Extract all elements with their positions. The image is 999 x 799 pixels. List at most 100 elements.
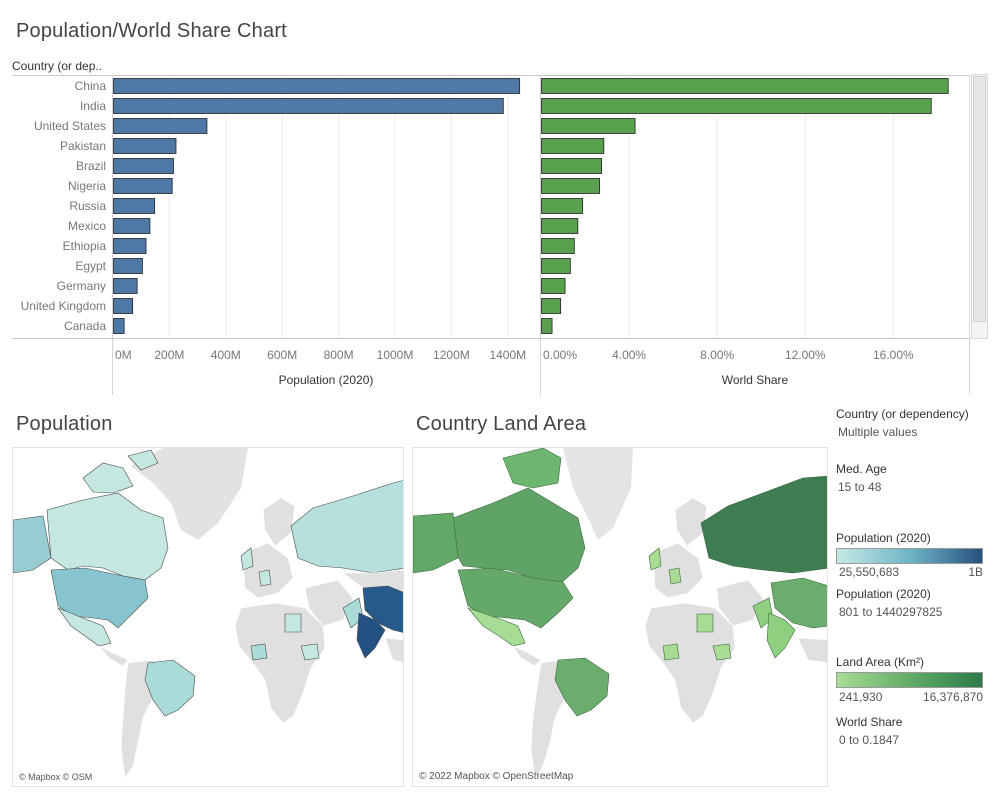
land-color-legend[interactable] xyxy=(836,672,983,688)
population-map[interactable]: © Mapbox © OSM xyxy=(12,447,404,787)
map-egypt xyxy=(284,613,302,633)
map-africa xyxy=(234,602,326,724)
category-label[interactable]: Russia xyxy=(69,199,106,213)
category-label[interactable]: United States xyxy=(34,119,106,133)
world-share-bar[interactable] xyxy=(541,198,584,214)
population-bar[interactable] xyxy=(113,318,125,334)
country-filter-value[interactable]: Multiple values xyxy=(838,425,918,439)
pop-legend-max: 1B xyxy=(968,565,983,579)
map-russia xyxy=(290,480,403,574)
pop-range-value[interactable]: 801 to 1440297825 xyxy=(839,605,943,619)
category-label[interactable]: India xyxy=(80,99,106,113)
category-label[interactable]: Pakistan xyxy=(60,139,106,153)
land-legend-max: 16,376,870 xyxy=(922,690,983,704)
population-bar[interactable] xyxy=(113,158,174,174)
map-southeast-asia xyxy=(797,637,827,664)
category-label[interactable]: Brazil xyxy=(76,159,106,173)
population-tick-label: 1000M xyxy=(377,348,414,362)
pop-color-legend[interactable] xyxy=(836,548,983,564)
world-share-bar[interactable] xyxy=(541,138,605,154)
map-africa xyxy=(644,602,736,724)
category-label[interactable]: Germany xyxy=(57,279,106,293)
age-filter-value[interactable]: 15 to 48 xyxy=(838,480,882,494)
chart-scrollbar[interactable] xyxy=(971,74,988,339)
map-arctic-islands xyxy=(82,462,134,494)
map-uk xyxy=(648,547,662,571)
population-bar[interactable] xyxy=(113,178,173,194)
category-label[interactable]: Ethiopia xyxy=(63,239,107,253)
population-bar[interactable] xyxy=(113,78,521,94)
map-germany xyxy=(258,569,272,587)
population-tick-label: 600M xyxy=(267,348,297,362)
row-header[interactable]: Country (or dep.. xyxy=(12,59,102,73)
map-nigeria xyxy=(250,643,268,661)
category-label[interactable]: Egypt xyxy=(75,259,106,273)
map-uk xyxy=(240,547,254,571)
share-filter-label: World Share xyxy=(836,715,903,729)
world-share-bar[interactable] xyxy=(541,98,932,114)
land-map[interactable]: © 2022 Mapbox © OpenStreetMap xyxy=(412,447,828,787)
map-china xyxy=(362,585,403,633)
population-bar[interactable] xyxy=(113,258,143,274)
map-india xyxy=(356,612,386,659)
map-brazil xyxy=(144,659,196,717)
map-canada xyxy=(46,492,169,581)
world-share-bar[interactable] xyxy=(541,158,603,174)
map-alaska xyxy=(413,512,459,574)
world-share-tick-label: 8.00% xyxy=(700,348,734,362)
world-share-bar[interactable] xyxy=(541,238,575,254)
category-label[interactable]: Mexico xyxy=(68,219,106,233)
world-share-bar[interactable] xyxy=(541,298,562,314)
pop-legend-label: Population (2020) xyxy=(836,531,931,545)
pop-axis-title: Population (2020) xyxy=(278,373,374,387)
map-arctic-islands xyxy=(502,448,562,489)
map-nigeria xyxy=(662,643,680,661)
world-share-bar[interactable] xyxy=(541,318,553,334)
world-share-bar[interactable] xyxy=(541,218,579,234)
category-label[interactable]: Canada xyxy=(64,319,106,333)
land-map-canvas xyxy=(413,448,827,779)
population-map-canvas xyxy=(13,448,403,779)
map-middle-east xyxy=(304,579,354,627)
population-bar[interactable] xyxy=(113,118,208,134)
world-share-bar[interactable] xyxy=(541,118,636,134)
category-label[interactable]: Nigeria xyxy=(68,179,106,193)
population-bar[interactable] xyxy=(113,298,134,314)
map-middle-east xyxy=(716,579,764,627)
population-map-credit[interactable]: © Mapbox © OSM xyxy=(19,772,93,782)
land-map-credit[interactable]: © 2022 Mapbox © OpenStreetMap xyxy=(419,771,574,782)
world-share-tick-label: 0.00% xyxy=(543,348,577,362)
population-bar[interactable] xyxy=(113,238,147,254)
country-filter-label: Country (or dependency) xyxy=(836,407,969,421)
category-label[interactable]: China xyxy=(75,79,107,93)
map-germany xyxy=(668,567,682,585)
category-label[interactable]: United Kingdom xyxy=(21,299,106,313)
map-central-america xyxy=(512,645,542,667)
land-map-title: Country Land Area xyxy=(416,413,587,435)
world-share-bar[interactable] xyxy=(541,178,601,194)
population-bar[interactable] xyxy=(113,218,151,234)
map-mexico xyxy=(57,607,112,647)
population-bar[interactable] xyxy=(113,138,177,154)
map-scandinavia xyxy=(262,497,296,547)
population-bar[interactable] xyxy=(113,98,504,114)
scrollbar-thumb[interactable] xyxy=(973,76,986,322)
map-brazil xyxy=(554,657,610,717)
population-bar[interactable] xyxy=(113,198,156,214)
map-southeast-asia xyxy=(384,637,403,663)
pop-range-label: Population (2020) xyxy=(836,587,931,601)
population-tick-label: 0M xyxy=(115,348,132,362)
map-ethiopia xyxy=(712,643,732,661)
population-tick-label: 1400M xyxy=(489,348,526,362)
pop-legend-min: 25,550,683 xyxy=(839,565,900,579)
world-share-bar[interactable] xyxy=(541,78,949,94)
bar-chart-area: China India United States Pakistan Brazil Nig… xyxy=(12,75,970,395)
world-share-tick-label: 4.00% xyxy=(612,348,646,362)
land-legend-min: 241,930 xyxy=(839,690,883,704)
world-share-bar[interactable] xyxy=(541,258,571,274)
world-share-bar[interactable] xyxy=(541,278,566,294)
population-tick-label: 200M xyxy=(154,348,184,362)
row-header-label: Country (or dep.. xyxy=(12,59,103,73)
population-bar[interactable] xyxy=(113,278,138,294)
share-filter-value[interactable]: 0 to 0.1847 xyxy=(839,733,900,747)
